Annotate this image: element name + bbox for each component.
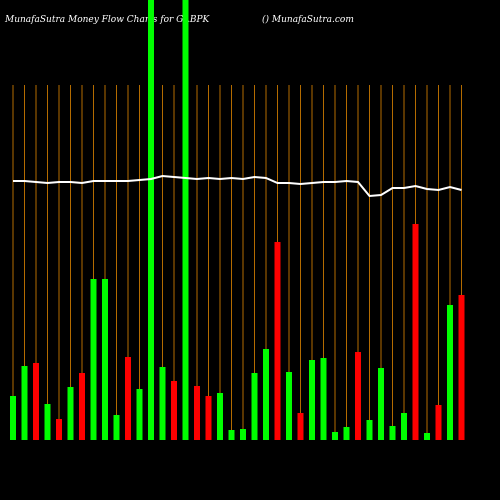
bar bbox=[343, 427, 350, 440]
bar bbox=[458, 295, 465, 440]
bar bbox=[10, 396, 16, 440]
bar bbox=[297, 413, 304, 440]
bar bbox=[412, 224, 419, 440]
bar bbox=[240, 429, 246, 440]
bar bbox=[194, 386, 200, 440]
bar bbox=[205, 396, 212, 440]
bar bbox=[355, 352, 361, 440]
bar bbox=[148, 0, 154, 440]
bar bbox=[102, 279, 108, 440]
bar bbox=[424, 433, 430, 440]
bars bbox=[10, 0, 465, 440]
bar bbox=[136, 389, 143, 440]
bar bbox=[159, 367, 166, 440]
bar bbox=[33, 363, 39, 440]
bar bbox=[67, 387, 74, 440]
chart-title: MunafaSutra Money Flow Charts for GABPK bbox=[4, 15, 211, 25]
bar bbox=[171, 381, 177, 440]
bar bbox=[435, 405, 442, 440]
bar bbox=[378, 368, 384, 440]
bar bbox=[309, 360, 315, 440]
bar bbox=[320, 358, 327, 440]
bar bbox=[332, 432, 338, 440]
bar bbox=[90, 279, 97, 440]
bar bbox=[366, 420, 373, 440]
bar bbox=[56, 419, 62, 440]
bar bbox=[217, 393, 223, 440]
bar bbox=[79, 373, 85, 440]
bar bbox=[389, 426, 396, 440]
bar bbox=[44, 404, 51, 440]
bar bbox=[182, 0, 189, 440]
chart-subtitle: () MunafaSutra.com bbox=[262, 14, 354, 25]
bar bbox=[113, 415, 120, 440]
bar bbox=[21, 366, 28, 440]
bar bbox=[228, 430, 235, 440]
bar bbox=[447, 305, 453, 440]
bar bbox=[274, 242, 281, 440]
money-flow-line bbox=[13, 174, 462, 198]
bar bbox=[401, 413, 407, 440]
bar bbox=[251, 373, 258, 440]
bar bbox=[125, 357, 131, 440]
bar bbox=[263, 349, 269, 440]
bar bbox=[286, 372, 292, 440]
